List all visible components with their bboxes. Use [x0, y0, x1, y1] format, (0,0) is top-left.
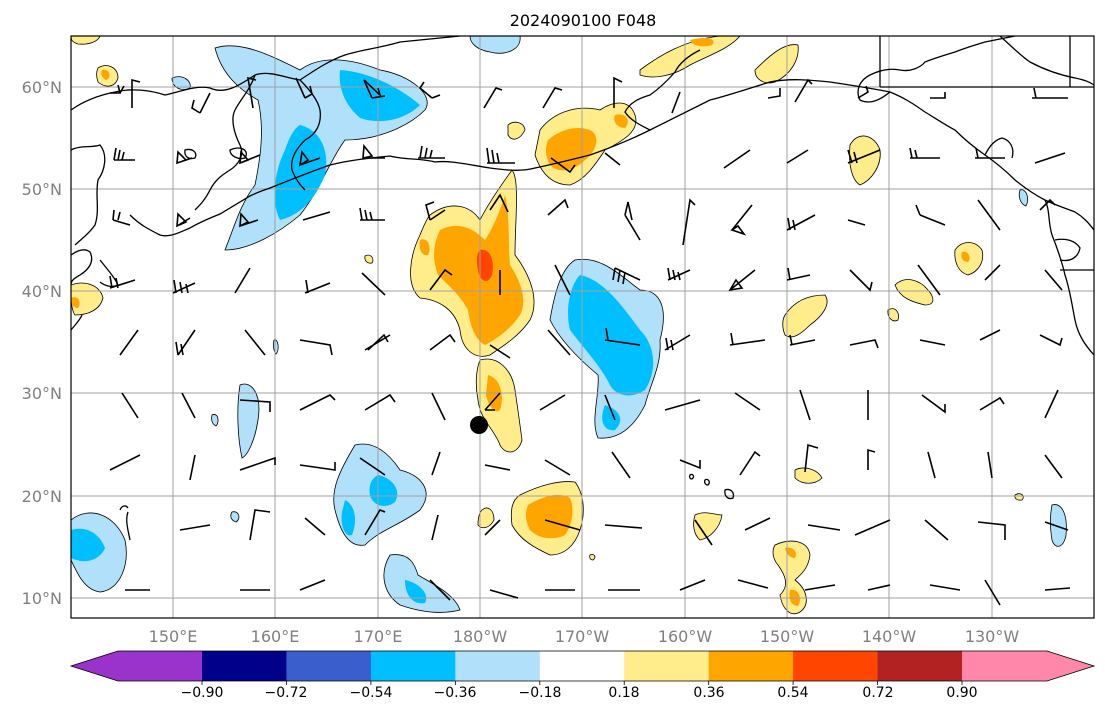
lat-label: 10°N	[22, 589, 62, 608]
lon-label: 180°W	[453, 627, 508, 646]
lat-label: 30°N	[22, 384, 62, 403]
colorbar-tick-label: −0.54	[350, 685, 393, 701]
colorbar-segment	[962, 651, 1048, 681]
lat-label: 40°N	[22, 282, 62, 301]
lon-label: 150°E	[149, 627, 198, 646]
wind-barbs	[109, 76, 1071, 606]
colorbar-tick-label: 0.72	[862, 685, 893, 701]
colorbar-segment	[202, 651, 287, 681]
colorbar-tick-label: −0.72	[265, 685, 308, 701]
latitude-labels: 10°N 20°N 30°N 40°N 50°N 60°N	[22, 78, 62, 608]
lon-label: 170°E	[354, 627, 403, 646]
lat-label: 50°N	[22, 180, 62, 199]
colorbar-segments	[71, 651, 1094, 681]
lon-label: 160°W	[658, 627, 713, 646]
colorbar-tick-label: −0.90	[181, 685, 224, 701]
colorbar-tick-label: 0.18	[608, 685, 639, 701]
lon-label: 150°W	[760, 627, 815, 646]
map-frame	[70, 35, 1095, 619]
colorbar-segment	[793, 651, 879, 681]
colorbar-extension-high	[1047, 651, 1094, 681]
map-area	[71, 36, 1094, 618]
colorbar-tick-label: −0.36	[434, 685, 477, 701]
colorbar-extension-low	[71, 651, 118, 681]
colorbar-segment	[118, 651, 203, 681]
colorbar-tick-label: 0.54	[777, 685, 808, 701]
lon-label: 160°E	[251, 627, 300, 646]
colorbar-segment	[539, 651, 625, 681]
colorbar-segment	[370, 651, 456, 681]
map-title: 2024090100 F048	[510, 11, 657, 30]
lon-label: 170°W	[555, 627, 610, 646]
coastlines	[71, 36, 1094, 541]
colorbar-tick-label: 0.36	[693, 685, 724, 701]
colorbar: −0.90 −0.72 −0.54 −0.36 −0.18 0.18 0.36 …	[69, 650, 1096, 701]
longitude-labels: 150°E 160°E 170°E 180°W 170°W 160°W 150°…	[149, 627, 1020, 646]
colorbar-segment	[286, 651, 372, 681]
colorbar-segment	[455, 651, 541, 681]
lat-label: 60°N	[22, 78, 62, 97]
lon-label: 140°W	[862, 627, 917, 646]
colorbar-segment	[708, 651, 794, 681]
lat-label: 20°N	[22, 487, 62, 506]
colorbar-ticks	[201, 681, 963, 685]
storm-marker	[470, 416, 488, 434]
colorbar-outline	[69, 650, 1096, 682]
colorbar-tick-label: 0.90	[946, 685, 977, 701]
colorbar-tick-label: −0.18	[519, 685, 562, 701]
colorbar-segment	[877, 651, 963, 681]
colorbar-segment	[624, 651, 710, 681]
lon-label: 130°W	[965, 627, 1020, 646]
